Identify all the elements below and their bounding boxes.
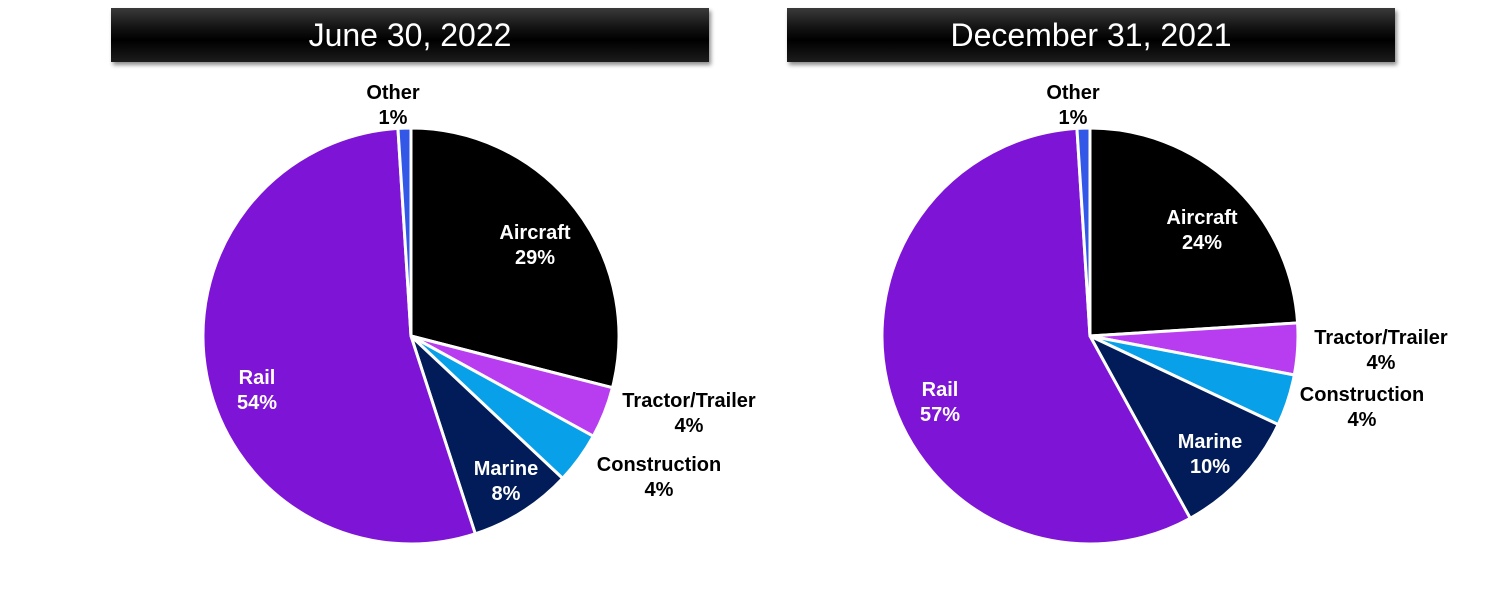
chart-title-june-2022: June 30, 2022 bbox=[111, 8, 709, 62]
pie-slice-rail bbox=[201, 126, 477, 546]
slice-label-tractor-trailer: Tractor/Trailer 4% bbox=[1314, 327, 1448, 374]
chart-title-december-2021: December 31, 2021 bbox=[787, 8, 1395, 62]
pie-slice-aircraft bbox=[409, 126, 621, 390]
pie-slice-marine bbox=[1088, 334, 1280, 520]
pie-1: Aircraft 24% Tractor/Trailer 4% Construction… bbox=[880, 82, 1448, 546]
pie-0: Aircraft 29% Tractor/Trailer 4% Construction… bbox=[201, 82, 756, 546]
slice-label-construction: Construction 4% bbox=[1300, 384, 1424, 431]
slice-label-marine: Marine 10% bbox=[1178, 431, 1242, 478]
pie-slice-aircraft bbox=[1088, 126, 1300, 338]
slice-label-tractor-trailer: Tractor/Trailer 4% bbox=[622, 390, 756, 437]
pie-slice-marine bbox=[409, 334, 565, 536]
slice-label-aircraft: Aircraft 29% bbox=[499, 222, 570, 269]
slice-label-aircraft: Aircraft 24% bbox=[1166, 207, 1237, 254]
pie-slice-other bbox=[1075, 126, 1092, 338]
pie-slice-rail bbox=[880, 126, 1192, 546]
slice-label-rail: Rail 54% bbox=[237, 367, 277, 414]
slice-label-construction: Construction 4% bbox=[597, 454, 721, 501]
pie-slice-other bbox=[396, 126, 413, 338]
slice-label-marine: Marine 8% bbox=[474, 458, 538, 505]
slice-label-rail: Rail 57% bbox=[920, 379, 960, 426]
slice-label-other: Other 1% bbox=[1046, 82, 1100, 129]
slice-label-other: Other 1% bbox=[366, 82, 420, 129]
